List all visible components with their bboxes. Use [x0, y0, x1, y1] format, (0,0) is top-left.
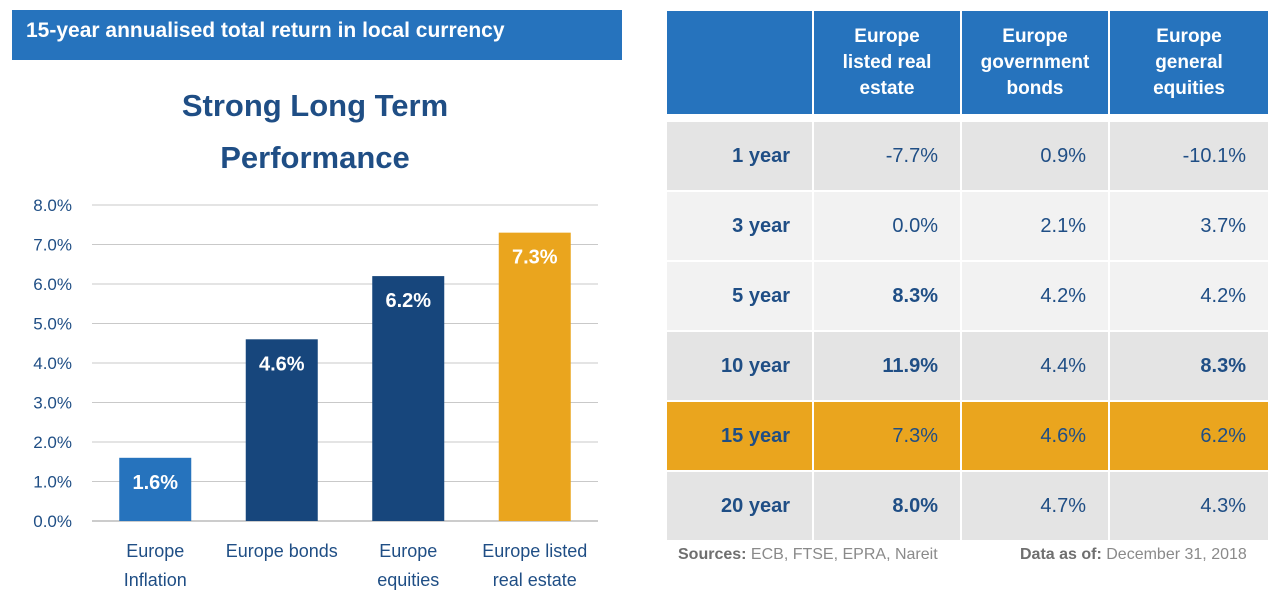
table-row: 3 year 0.0% 2.1% 3.7% — [665, 190, 1270, 262]
cell-general-equities: -10.1% — [1108, 120, 1270, 192]
chart-title: Strong Long Term Performance — [60, 80, 570, 184]
cell-government-bonds: 2.1% — [960, 190, 1110, 262]
cell-government-bonds: 4.7% — [960, 470, 1110, 542]
cell-real-estate: -7.7% — [812, 120, 962, 192]
row-period: 1 year — [665, 120, 814, 192]
cell-general-equities: 6.2% — [1108, 400, 1270, 472]
cell-government-bonds: 4.4% — [960, 330, 1110, 402]
data-label: 1.6% — [132, 472, 178, 494]
cell-general-equities: 4.2% — [1108, 260, 1270, 332]
cell-government-bonds: 4.2% — [960, 260, 1110, 332]
cell-real-estate: 11.9% — [812, 330, 962, 402]
x-tick-label: equities — [377, 570, 439, 590]
chart-title-line-1: Strong Long Term — [181, 88, 449, 123]
row-period: 5 year — [665, 260, 814, 332]
table-row: 20 year 8.0% 4.7% 4.3% — [665, 470, 1270, 542]
table-row-highlighted: 15 year 7.3% 4.6% 6.2% — [665, 400, 1270, 472]
y-tick-label: 4.0% — [33, 354, 72, 373]
cell-general-equities: 3.7% — [1108, 190, 1270, 262]
chart-title-line-2: Performance — [220, 140, 410, 175]
table-row: 1 year -7.7% 0.9% -10.1% — [665, 120, 1270, 192]
bar — [372, 276, 445, 521]
as-of-note: Data as of: December 31, 2018 — [1020, 546, 1247, 564]
table-row: 5 year 8.3% 4.2% 4.2% — [665, 260, 1270, 332]
y-tick-label: 0.0% — [33, 512, 72, 531]
table-header-row: Europe listed real estate Europe governm… — [665, 9, 1270, 116]
y-tick-label: 6.0% — [33, 275, 72, 294]
table-row: 10 year 11.9% 4.4% 8.3% — [665, 330, 1270, 402]
x-tick-label: Inflation — [124, 570, 187, 590]
bar — [119, 457, 192, 521]
y-tick-label: 8.0% — [33, 196, 72, 215]
returns-table: Europe listed real estate Europe governm… — [665, 9, 1270, 542]
cell-general-equities: 4.3% — [1108, 470, 1270, 542]
y-tick-label: 7.0% — [33, 236, 72, 255]
sources-note: Sources: ECB, FTSE, EPRA, Nareit — [678, 546, 938, 564]
y-tick-label: 1.0% — [33, 473, 72, 492]
sources-label: Sources: — [678, 546, 747, 563]
cell-real-estate: 8.0% — [812, 470, 962, 542]
cell-real-estate: 8.3% — [812, 260, 962, 332]
data-label: 6.2% — [385, 290, 431, 312]
row-period: 15 year — [665, 400, 814, 472]
bar — [498, 232, 571, 521]
data-label: 7.3% — [512, 247, 558, 269]
row-period: 10 year — [665, 330, 814, 402]
cell-real-estate: 0.0% — [812, 190, 962, 262]
y-tick-label: 5.0% — [33, 315, 72, 334]
cell-government-bonds: 4.6% — [960, 400, 1110, 472]
x-tick-label: Europe — [126, 541, 184, 561]
data-label: 4.6% — [259, 353, 305, 375]
y-tick-label: 3.0% — [33, 394, 72, 413]
row-period: 20 year — [665, 470, 814, 542]
header-corner — [665, 9, 814, 116]
cell-government-bonds: 0.9% — [960, 120, 1110, 192]
chart-banner: 15-year annualised total return in local… — [12, 10, 622, 60]
x-tick-label: Europe listed — [482, 541, 587, 561]
bar — [245, 339, 318, 521]
cell-general-equities: 8.3% — [1108, 330, 1270, 402]
as-of-label: Data as of: — [1020, 546, 1102, 563]
x-tick-label: real estate — [493, 570, 577, 590]
as-of-text: December 31, 2018 — [1106, 546, 1247, 563]
sources-text: ECB, FTSE, EPRA, Nareit — [750, 546, 938, 563]
y-tick-label: 2.0% — [33, 433, 72, 452]
header-government-bonds: Europe government bonds — [960, 9, 1110, 116]
header-real-estate: Europe listed real estate — [812, 9, 962, 116]
bar-chart: 0.0% 1.0% 2.0% 3.0% 4.0% 5.0% 6.0% 7.0% 8.0% 1.6%… — [33, 196, 598, 590]
x-tick-label: Europe bonds — [226, 541, 338, 561]
table-spacer — [665, 114, 1270, 122]
cell-real-estate: 7.3% — [812, 400, 962, 472]
x-tick-label: Europe — [379, 541, 437, 561]
header-general-equities: Europe general equities — [1108, 9, 1270, 116]
row-period: 3 year — [665, 190, 814, 262]
